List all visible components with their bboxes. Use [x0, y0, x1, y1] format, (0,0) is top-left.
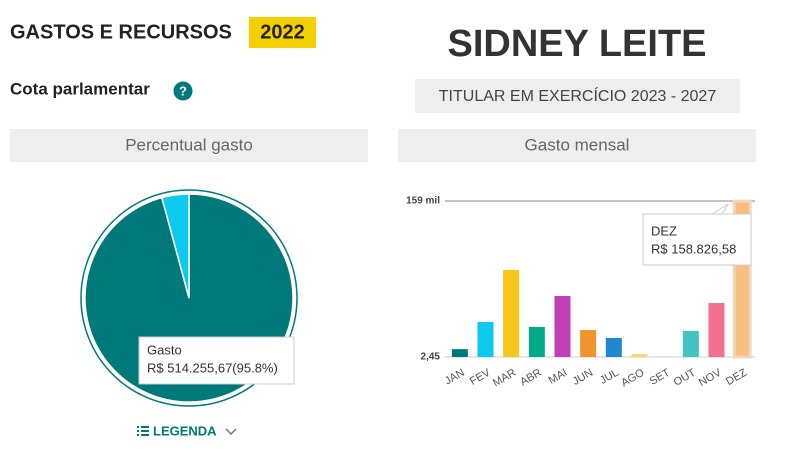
tooltip-pointer [711, 203, 729, 215]
legend-button[interactable]: LEGENDA [137, 423, 237, 438]
status-box [415, 79, 740, 113]
bar [682, 331, 699, 357]
help-icon[interactable] [173, 81, 193, 101]
tooltip-value: R$ 514.255,67(95.8%) [147, 360, 278, 375]
list-icon [137, 426, 149, 436]
panel-title: Percentual gasto [125, 135, 253, 154]
tooltip [642, 213, 752, 266]
x-tick-label: DEZ [724, 367, 749, 389]
x-tick-label: JAN [443, 367, 467, 388]
tooltip-value: R$ 158.826,58 [651, 241, 736, 256]
x-tick-label: ABR [518, 367, 544, 389]
deputy-name: SIDNEY LEITE [447, 23, 706, 65]
tooltip [138, 336, 295, 385]
y-tick-label: 2,45 [421, 352, 441, 363]
x-tick-label: OUT [672, 367, 698, 389]
bar [451, 349, 468, 357]
panel-header [398, 129, 756, 162]
x-tick-label: AGO [619, 367, 647, 390]
x-tick-label: JUL [598, 367, 621, 387]
x-tick-label: FEV [468, 366, 493, 387]
bar [528, 326, 545, 357]
year-badge [249, 17, 316, 48]
bar [503, 269, 520, 357]
legend-button-text: LEGENDA [153, 423, 217, 438]
x-tick-label: NOV [697, 366, 724, 389]
section-title: GASTOS E RECURSOS [10, 21, 232, 43]
bar [477, 321, 494, 357]
pie-ring [80, 189, 298, 407]
pie-slice [160, 193, 190, 299]
bar [580, 330, 597, 357]
bar [631, 354, 648, 357]
tooltip-name: DEZ [651, 223, 677, 238]
chevron [225, 428, 237, 436]
tooltip-name: Gasto [147, 342, 182, 357]
x-tick-label: MAR [491, 367, 518, 390]
y-tick-label: 159 mil [406, 196, 440, 207]
status: TITULAR EM EXERCÍCIO 2023 - 2027 [439, 86, 717, 105]
panel-header [10, 129, 368, 162]
x-tick-label: JUN [571, 367, 596, 388]
x-tick-label: SET [648, 367, 673, 388]
year: 2022 [260, 21, 305, 43]
bar [605, 337, 622, 357]
bar [554, 295, 571, 357]
help-icon-text: ? [179, 83, 187, 98]
panel-title: Gasto mensal [525, 135, 630, 154]
subsection-title: Cota parlamentar [10, 79, 150, 98]
x-tick-label: MAI [547, 367, 570, 387]
bar [708, 303, 725, 357]
